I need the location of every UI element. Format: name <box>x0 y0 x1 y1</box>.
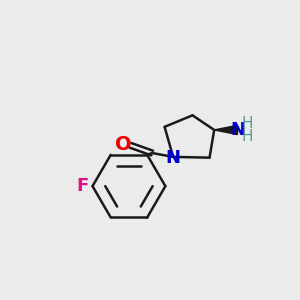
Text: N: N <box>230 121 245 139</box>
Text: H: H <box>242 129 253 144</box>
Text: H: H <box>242 116 253 130</box>
Text: F: F <box>76 177 88 195</box>
Text: O: O <box>115 135 132 154</box>
Polygon shape <box>214 125 238 135</box>
Text: N: N <box>166 149 181 167</box>
